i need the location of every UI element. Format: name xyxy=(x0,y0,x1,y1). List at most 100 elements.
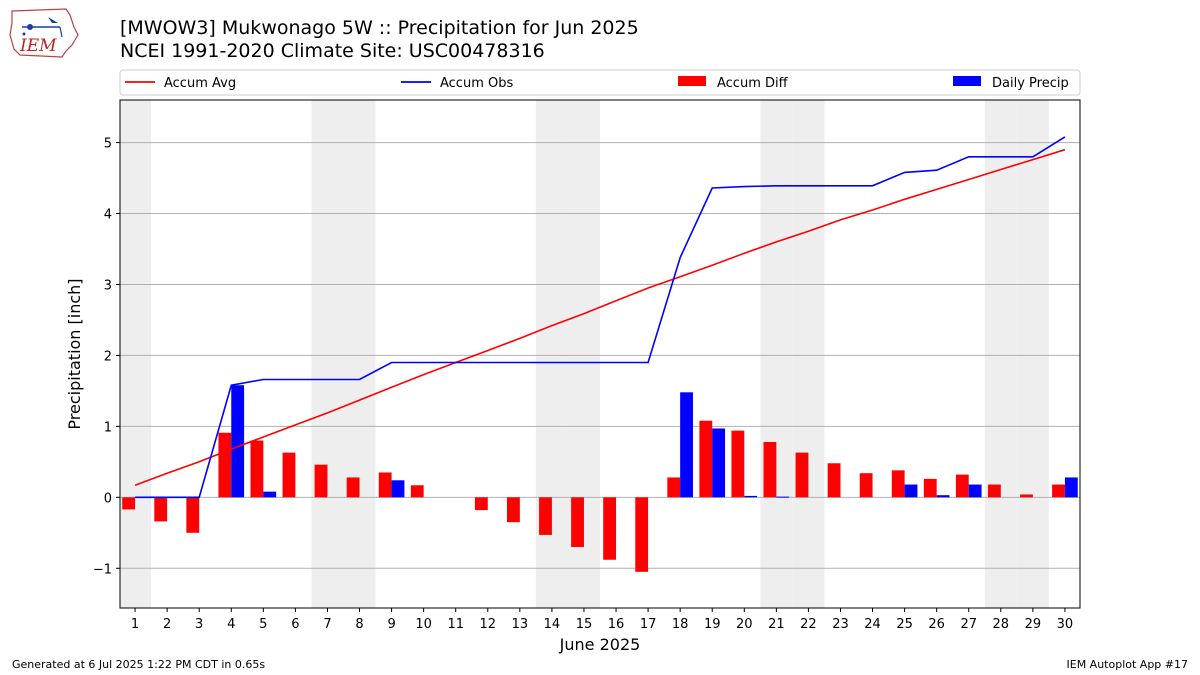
x-tick-label-13: 13 xyxy=(512,617,529,632)
footer-generated: Generated at 6 Jul 2025 1:22 PM CDT in 0… xyxy=(12,658,266,671)
x-axis-label: June 2025 xyxy=(559,635,641,654)
title-line-2: NCEI 1991-2020 Climate Site: USC00478316 xyxy=(120,40,545,62)
accum-diff-bar-day-8 xyxy=(346,477,360,498)
accum-diff-bar-day-5 xyxy=(250,440,264,498)
weekend-band-22 xyxy=(792,100,825,608)
weekend-band-8 xyxy=(343,100,376,608)
x-tick-label-29: 29 xyxy=(1025,617,1042,632)
x-tick-label-18: 18 xyxy=(672,617,689,632)
x-tick-label-12: 12 xyxy=(480,617,497,632)
accum-diff-bar-day-18 xyxy=(667,477,681,498)
x-tick-label-26: 26 xyxy=(928,617,945,632)
accum-diff-bar-day-26 xyxy=(923,478,937,498)
x-tick-label-5: 5 xyxy=(259,617,267,632)
accum-diff-bar-day-19 xyxy=(699,420,713,498)
accum-diff-bar-day-12 xyxy=(474,497,488,511)
accum-obs-line xyxy=(135,136,1066,499)
x-tick-label-22: 22 xyxy=(800,617,817,632)
accum-diff-bar-day-4 xyxy=(218,432,232,498)
x-tick-label-10: 10 xyxy=(415,617,432,632)
x-tick-label-9: 9 xyxy=(387,617,395,632)
accum-diff-bar-day-13 xyxy=(507,497,520,523)
accum-diff-bar-day-24 xyxy=(859,473,873,498)
daily-precip-bar-day-20 xyxy=(744,495,758,498)
logo-text: IEM xyxy=(19,36,57,56)
daily-precip-bar-day-30 xyxy=(1064,477,1078,498)
accum-diff-bar-day-28 xyxy=(987,484,1001,498)
accum-diff-bar-day-2 xyxy=(154,497,168,522)
x-tick-label-16: 16 xyxy=(608,617,625,632)
y-tick-label-4: 4 xyxy=(104,208,112,223)
x-tick-label-11: 11 xyxy=(447,617,464,632)
x-tick-label-1: 1 xyxy=(131,617,139,632)
y-tick-label-1: 1 xyxy=(104,420,112,435)
accum-diff-bar-day-20 xyxy=(731,430,745,498)
x-tick-label-23: 23 xyxy=(832,617,849,632)
accum-diff-bar-day-30 xyxy=(1052,484,1065,498)
title-line-1: [MWOW3] Mukwonago 5W :: Precipitation fo… xyxy=(120,17,639,39)
series-lines xyxy=(134,136,1066,499)
daily-precip-bar-day-21 xyxy=(776,496,790,498)
accum-diff-bar-day-10 xyxy=(410,485,424,498)
x-tick-label-3: 3 xyxy=(195,617,203,632)
x-axis: 1 2 3 4 5 6 7 8 9 10 11 12 13 14 15 16 17 18 19 20 21 22 23 24 2… xyxy=(131,608,1073,632)
accum-diff-bar-day-16 xyxy=(603,497,617,560)
accum-diff-bar-day-21 xyxy=(763,441,777,498)
x-tick-label-17: 17 xyxy=(640,617,657,632)
x-tick-label-8: 8 xyxy=(355,617,363,632)
accum-diff-bar-day-23 xyxy=(827,463,841,498)
accum-avg-line xyxy=(134,148,1066,487)
accum-diff-bar-day-7 xyxy=(314,464,328,498)
y-tick-label-0: 0 xyxy=(104,491,112,506)
weekend-band-1 xyxy=(120,100,152,608)
accum-diff-bar-day-15 xyxy=(571,497,584,547)
plot-frame xyxy=(119,99,1081,609)
accum-diff-bar-day-27 xyxy=(955,474,969,498)
daily-precip-bar-day-18 xyxy=(680,392,693,498)
x-tick-label-15: 15 xyxy=(576,617,593,632)
accum-diff-bar-day-1 xyxy=(122,497,136,510)
y-axis-label: Precipitation [inch] xyxy=(65,278,84,429)
daily-precip-bar-day-5 xyxy=(263,491,277,498)
y-tick-label-2: 2 xyxy=(104,349,112,364)
x-tick-label-28: 28 xyxy=(993,617,1010,632)
y-tick-label--1: −1 xyxy=(93,562,112,577)
x-tick-label-7: 7 xyxy=(323,617,331,632)
legend-swatch-daily-precip xyxy=(953,76,981,86)
y-axis: −1 0 1 2 3 4 5 xyxy=(93,137,120,577)
legend-label-daily-precip: Daily Precip xyxy=(992,76,1069,91)
legend: Accum Avg Accum Obs Accum Diff Daily Precip xyxy=(119,69,1081,96)
accum-diff-bar-day-3 xyxy=(186,497,200,533)
weekend-band-28 xyxy=(984,100,1017,608)
accum-diff-bar-day-29 xyxy=(1020,494,1033,498)
daily-precip-bar-day-19 xyxy=(712,428,726,498)
daily-precip-bar-day-9 xyxy=(391,480,405,498)
x-tick-label-14: 14 xyxy=(544,617,561,632)
accum-diff-bar-day-6 xyxy=(282,452,296,498)
x-tick-label-4: 4 xyxy=(227,617,235,632)
legend-label-accum-obs: Accum Obs xyxy=(440,76,513,91)
legend-box xyxy=(119,69,1081,96)
x-tick-label-6: 6 xyxy=(291,617,299,632)
y-tick-label-5: 5 xyxy=(104,137,112,152)
daily-precip-bar-day-27 xyxy=(968,484,982,498)
x-tick-label-24: 24 xyxy=(864,617,881,632)
legend-label-accum-avg: Accum Avg xyxy=(164,76,236,91)
daily-precip-bar-day-26 xyxy=(936,495,950,498)
accum-diff-bar-day-17 xyxy=(635,497,649,572)
grid-lines xyxy=(120,142,1080,569)
accum-diff-bar-day-9 xyxy=(378,472,392,498)
weekend-band-21 xyxy=(760,100,793,608)
x-tick-label-2: 2 xyxy=(163,617,171,632)
accum-diff-bar-day-25 xyxy=(891,470,905,498)
chart-title: [MWOW3] Mukwonago 5W :: Precipitation fo… xyxy=(120,17,639,63)
accum-diff-bar-day-22 xyxy=(795,452,809,498)
weekend-shading xyxy=(120,100,1049,608)
weekend-band-7 xyxy=(311,100,344,608)
y-tick-label-3: 3 xyxy=(104,278,112,293)
daily-precip-bar-day-25 xyxy=(904,484,918,498)
x-tick-label-25: 25 xyxy=(896,617,913,632)
iem-logo: IEM xyxy=(8,5,80,59)
daily-precip-bar-day-4 xyxy=(231,385,245,498)
